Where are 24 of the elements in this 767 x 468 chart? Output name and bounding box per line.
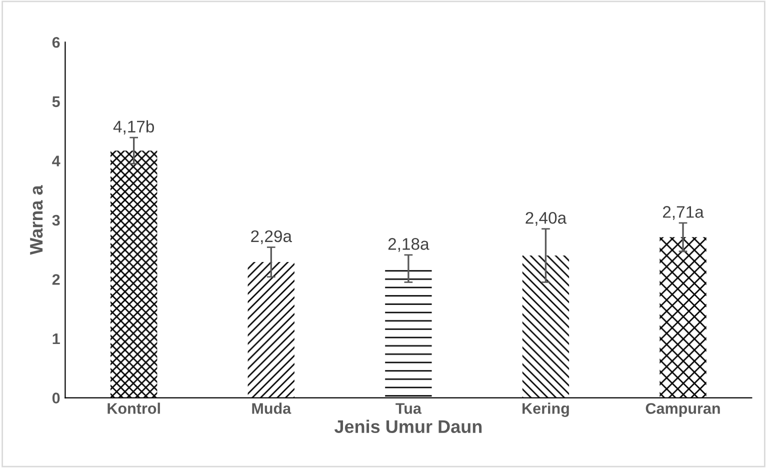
bar (248, 262, 294, 398)
y-tick-label: 5 (52, 96, 60, 108)
y-tick-label: 6 (52, 36, 60, 48)
data-label: 2,40a (526, 212, 567, 226)
y-tick-label: 4 (52, 156, 60, 166)
y-tick-label: 1 (52, 334, 60, 344)
data-label: 2,18a (388, 238, 430, 252)
x-tick-label: Campuran (646, 403, 720, 417)
bar (660, 237, 706, 398)
data-label: 4,17b (113, 120, 154, 134)
y-tick-label: 2 (52, 274, 60, 285)
x-axis-title: Jenis Umur Daun (334, 420, 482, 434)
y-axis-title: Warna a (30, 185, 43, 255)
y-tick-label: 0 (52, 392, 60, 404)
x-tick-label: Tua (396, 403, 422, 414)
data-label: 2,71a (663, 206, 704, 220)
bar (385, 268, 432, 398)
y-tick-label: 3 (52, 214, 60, 226)
data-label: 2,29a (251, 230, 292, 244)
x-tick-label: Muda (252, 402, 292, 414)
bar (522, 256, 570, 398)
x-tick-label: Kontrol (108, 402, 160, 414)
x-tick-label: Kering (522, 402, 569, 417)
bar (110, 150, 158, 398)
